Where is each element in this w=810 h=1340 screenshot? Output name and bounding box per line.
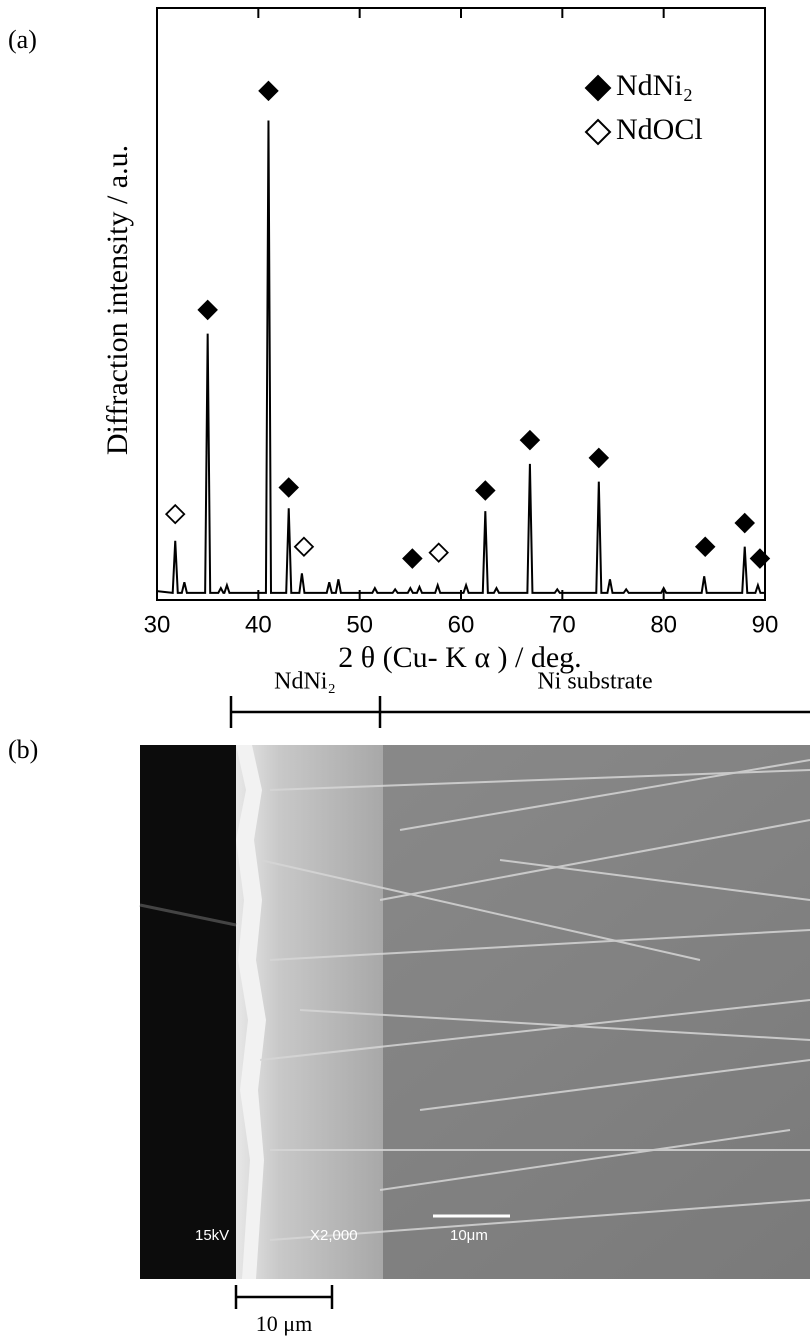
x-tick-label: 50	[346, 611, 373, 638]
phase-marker	[694, 536, 716, 557]
substrate-label: Ni substrate	[537, 669, 652, 695]
phase-marker	[278, 477, 300, 498]
layer-label: NdNi₂	[274, 669, 336, 695]
sem-voltage: 15kV	[195, 1227, 229, 1244]
phase-marker	[164, 503, 186, 525]
sem-scale: 10μm	[450, 1227, 488, 1244]
legend-label: NdOCl	[616, 113, 703, 146]
panel-label: (a)	[8, 25, 37, 54]
sem-magnification: X2,000	[310, 1227, 358, 1244]
phase-marker	[258, 80, 279, 102]
phase-marker	[293, 536, 315, 557]
phase-marker	[402, 548, 423, 569]
x-tick-label: 60	[448, 611, 475, 638]
sem-image: 15kV X2,000 10μm	[139, 745, 810, 1279]
phase-marker	[197, 299, 218, 321]
legend-marker	[584, 118, 612, 146]
region-bar	[229, 696, 810, 728]
scale-bar-label: 10 μm	[256, 1311, 312, 1336]
x-axis-label: 2 θ (Cu- K α ) / deg.	[338, 641, 581, 674]
y-axis-label: Diffraction intensity / a.u.	[101, 145, 134, 455]
phase-marker	[588, 447, 610, 469]
phase-marker	[428, 542, 449, 563]
pattern-line	[156, 120, 765, 595]
phase-marker	[475, 480, 496, 501]
legend-marker	[584, 74, 612, 102]
panel-label: (b)	[8, 735, 38, 764]
phase-marker	[749, 548, 771, 569]
x-tick-label: 80	[650, 611, 677, 638]
x-tick-label: 90	[752, 611, 779, 638]
phase-marker	[734, 512, 756, 534]
scale-bar	[234, 1285, 334, 1309]
x-tick-label: 40	[245, 611, 272, 638]
x-tick-label: 30	[144, 611, 171, 638]
x-tick-label: 70	[549, 611, 576, 638]
legend-label: NdNi₂	[616, 69, 693, 102]
phase-marker	[519, 429, 541, 451]
